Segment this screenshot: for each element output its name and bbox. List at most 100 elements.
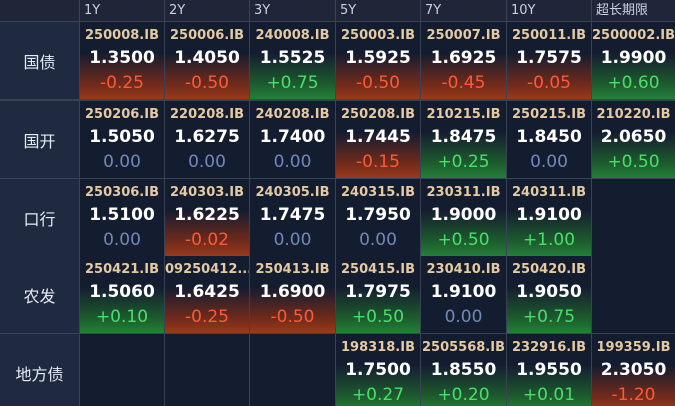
yield-change: -0.25 <box>100 73 144 93</box>
bond-cell[interactable]: 250413.IB 1.6900 -0.50 <box>250 256 335 333</box>
column-header[interactable]: 3Y <box>250 0 335 21</box>
yield-change: -0.25 <box>185 307 229 327</box>
bond-yield: 1.5925 <box>345 48 411 68</box>
column-header[interactable]: 7Y <box>421 0 506 21</box>
bond-cell[interactable]: 220208.IB 1.6275 0.00 <box>165 101 249 178</box>
bond-yield: 1.6275 <box>174 127 240 147</box>
bond-code: 250413.IB <box>255 262 330 277</box>
bond-code: 250306.IB <box>85 185 159 200</box>
bond-yield: 2.3050 <box>600 360 667 380</box>
row-label[interactable]: 地方债 <box>0 334 79 406</box>
yield-change: +0.50 <box>607 152 660 172</box>
bond-yield: 1.9050 <box>516 282 582 302</box>
yield-change: +0.60 <box>607 73 660 93</box>
column-header[interactable]: 10Y <box>507 0 591 21</box>
bond-cell[interactable]: 09250412... 1.6425 -0.25 <box>165 256 249 333</box>
bond-yield: 1.4050 <box>174 48 240 68</box>
bond-cell[interactable]: 2500002.IB 1.9900 +0.60 <box>592 22 675 99</box>
bond-code: 2500002.IB <box>592 28 675 43</box>
bond-code: 250011.IB <box>512 28 586 43</box>
bond-cell[interactable]: 250208.IB 1.7445 -0.15 <box>336 101 420 178</box>
bond-code: 240315.IB <box>341 185 415 200</box>
bond-code: 250008.IB <box>85 28 159 43</box>
yield-change: 0.00 <box>103 230 141 250</box>
bond-cell[interactable]: 240303.IB 1.6225 -0.02 <box>165 179 249 256</box>
bond-cell[interactable]: 250306.IB 1.5100 0.00 <box>80 179 164 256</box>
bond-yield: 1.6925 <box>430 48 497 68</box>
bond-cell[interactable]: 240208.IB 1.7400 0.00 <box>250 101 335 178</box>
bond-cell[interactable]: 250006.IB 1.4050 -0.50 <box>165 22 249 99</box>
bond-yield: 1.9000 <box>430 205 497 225</box>
bond-yield: 1.9100 <box>516 205 582 225</box>
bond-cell[interactable]: 240311.IB 1.9100 +1.00 <box>507 179 591 256</box>
yield-change: +0.50 <box>351 307 405 327</box>
bond-code: 250206.IB <box>85 107 159 122</box>
bond-code: 250007.IB <box>426 28 501 43</box>
bond-yield: 1.7975 <box>345 282 411 302</box>
bond-cell[interactable]: 210220.IB 2.0650 +0.50 <box>592 101 675 178</box>
bond-code: 240305.IB <box>255 185 330 200</box>
bond-yield: 1.5525 <box>259 48 326 68</box>
bond-cell[interactable]: 2505568.IB 1.8550 +0.20 <box>421 334 506 406</box>
yield-change: 0.00 <box>103 152 141 172</box>
yield-change: +1.00 <box>522 230 576 250</box>
bond-cell[interactable]: 250420.IB 1.9050 +0.75 <box>507 256 591 333</box>
bond-code: 250208.IB <box>341 107 415 122</box>
yield-change: +0.75 <box>266 73 319 93</box>
yield-change: +0.01 <box>522 385 576 405</box>
bond-cell[interactable]: 240315.IB 1.7950 0.00 <box>336 179 420 256</box>
bond-cell[interactable]: 250206.IB 1.5050 0.00 <box>80 101 164 178</box>
bond-cell[interactable]: 240305.IB 1.7475 0.00 <box>250 179 335 256</box>
empty-cell <box>165 334 249 406</box>
bond-cell[interactable]: 250215.IB 1.8450 0.00 <box>507 101 591 178</box>
bond-cell[interactable]: 199359.IB 2.3050 -1.20 <box>592 334 675 406</box>
bond-code: 250421.IB <box>85 262 159 277</box>
bond-yield: 1.7475 <box>259 205 326 225</box>
yield-change: 0.00 <box>444 307 483 327</box>
bond-cell[interactable]: 230410.IB 1.9100 0.00 <box>421 256 506 333</box>
row-label[interactable]: 口行 <box>0 179 79 256</box>
bond-yield: 1.7445 <box>345 127 411 147</box>
bond-cell[interactable]: 250008.IB 1.3500 -0.25 <box>80 22 164 99</box>
row-label[interactable]: 农发 <box>0 256 79 333</box>
empty-cell <box>250 334 335 406</box>
bond-cell[interactable]: 198318.IB 1.7500 +0.27 <box>336 334 420 406</box>
yield-change: -0.45 <box>441 73 486 93</box>
bond-cell[interactable]: 240008.IB 1.5525 +0.75 <box>250 22 335 99</box>
bond-code: 220208.IB <box>170 107 244 122</box>
row-label[interactable]: 国开 <box>0 101 79 178</box>
bond-yield: 1.9100 <box>430 282 497 302</box>
bond-cell[interactable]: 250003.IB 1.5925 -0.50 <box>336 22 420 99</box>
bond-cell[interactable]: 232916.IB 1.9550 +0.01 <box>507 334 591 406</box>
bond-yield: 1.6425 <box>174 282 240 302</box>
bond-cell[interactable]: 250421.IB 1.5060 +0.10 <box>80 256 164 333</box>
bond-code: 2505568.IB <box>421 340 505 355</box>
bond-yield: 1.8450 <box>516 127 582 147</box>
header-corner <box>0 0 79 21</box>
row-label[interactable]: 国债 <box>0 22 79 99</box>
bond-code: 240208.IB <box>255 107 330 122</box>
bond-code: 240303.IB <box>170 185 244 200</box>
bond-code: 240008.IB <box>255 28 330 43</box>
bond-cell[interactable]: 250011.IB 1.7575 -0.05 <box>507 22 591 99</box>
bond-cell[interactable]: 230311.IB 1.9000 +0.50 <box>421 179 506 256</box>
yield-change: +0.27 <box>351 385 405 405</box>
bond-code: 230410.IB <box>426 262 501 277</box>
bond-yield: 1.3500 <box>89 48 155 68</box>
yield-change: -0.50 <box>356 73 400 93</box>
bond-cell[interactable]: 250007.IB 1.6925 -0.45 <box>421 22 506 99</box>
yield-change: +0.75 <box>522 307 576 327</box>
yield-change: -0.50 <box>185 73 229 93</box>
bond-yield: 2.0650 <box>600 127 667 147</box>
yield-change: -0.05 <box>527 73 571 93</box>
column-header[interactable]: 2Y <box>165 0 249 21</box>
bond-cell[interactable]: 250415.IB 1.7975 +0.50 <box>336 256 420 333</box>
column-header[interactable]: 5Y <box>336 0 420 21</box>
yield-change: +0.20 <box>437 385 490 405</box>
bond-cell[interactable]: 210215.IB 1.8475 +0.25 <box>421 101 506 178</box>
column-header[interactable]: 1Y <box>80 0 164 21</box>
yield-change: 0.00 <box>273 230 312 250</box>
column-header[interactable]: 超长期限 <box>592 0 675 21</box>
